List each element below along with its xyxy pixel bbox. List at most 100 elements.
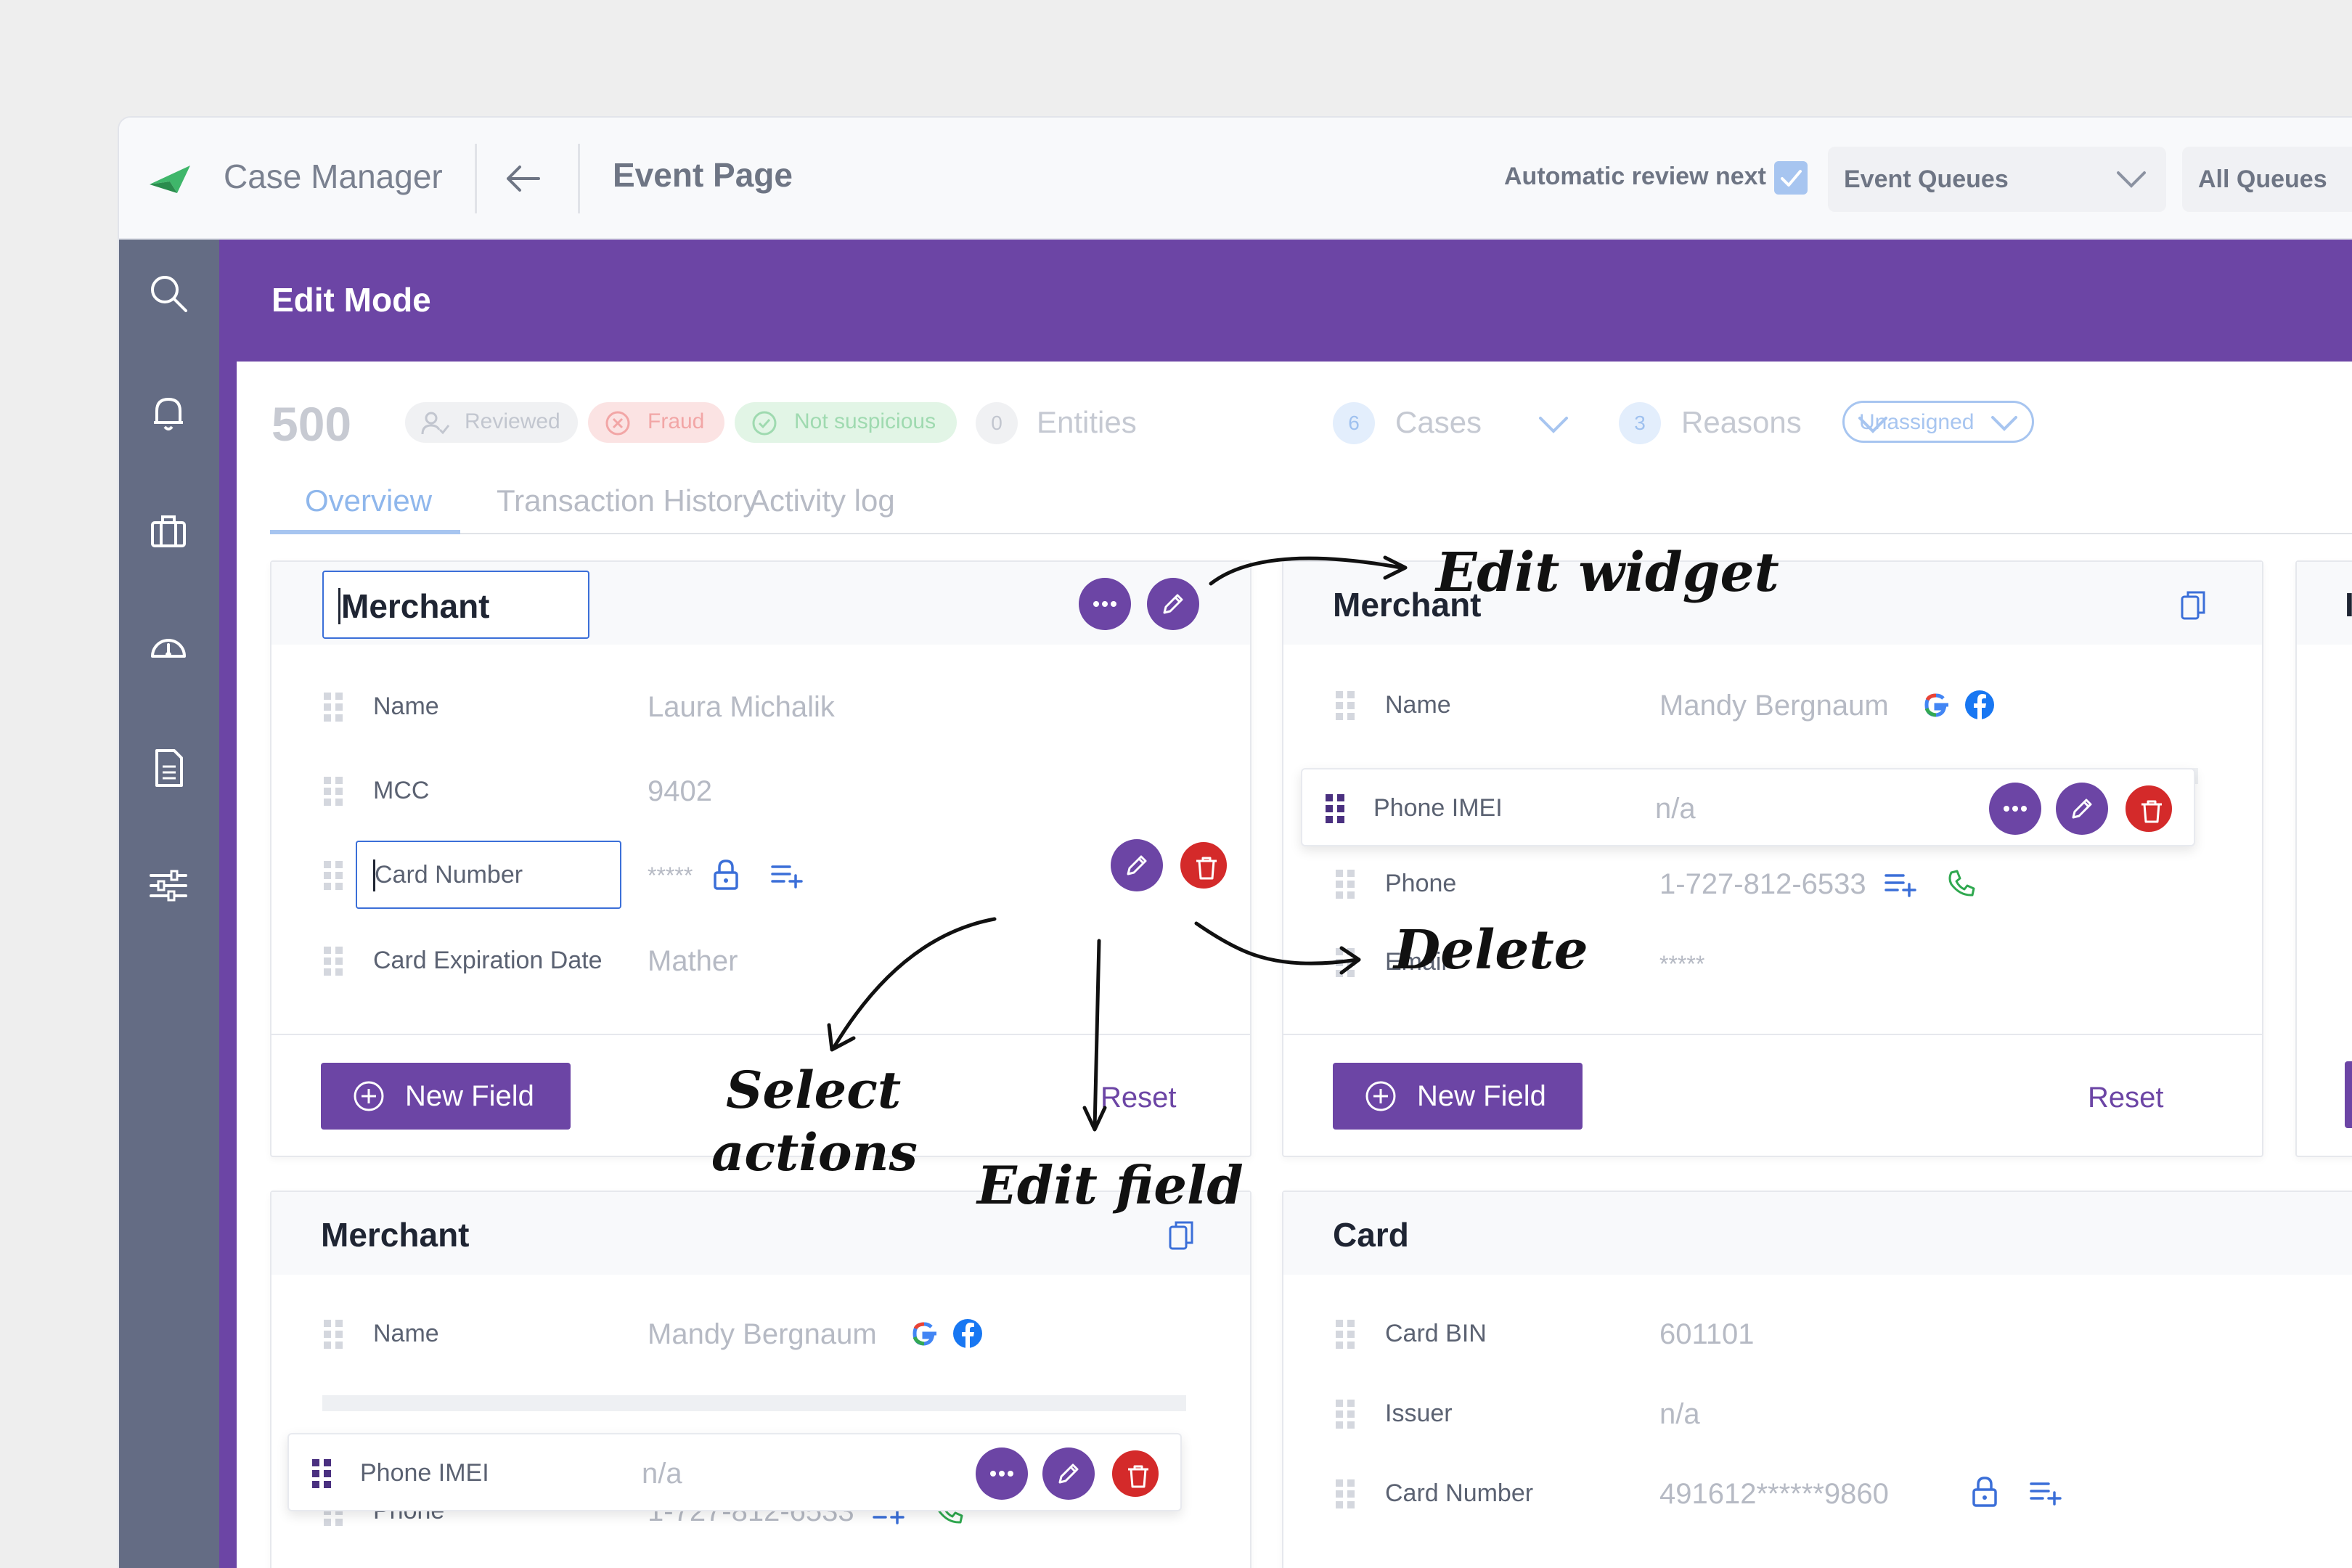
tab-activity-log[interactable]: Activity log	[749, 483, 895, 518]
field-row[interactable]: Card Expiration Date Mather	[322, 939, 1193, 983]
field-value: 491612******9860	[1659, 1478, 1889, 1510]
check-circle-icon	[752, 411, 777, 436]
add-to-list-icon[interactable]	[1885, 873, 1916, 897]
status-reviewed[interactable]: Reviewed	[405, 402, 578, 443]
edit-field-button[interactable]	[1042, 1447, 1095, 1500]
lock-icon[interactable]	[711, 858, 740, 891]
delete-field-button[interactable]	[1177, 839, 1230, 891]
pencil-icon	[1127, 855, 1147, 875]
reset-button[interactable]: Reset	[1101, 1082, 1177, 1114]
divider	[578, 144, 580, 213]
field-row[interactable]: Card BIN 601101	[1334, 1312, 2205, 1356]
cases-chevron-down-icon[interactable]	[1538, 414, 1569, 436]
field-row[interactable]: Name Mandy Bergnaum	[322, 1312, 1193, 1356]
top-bar: Case Manager Event Page Automatic review…	[119, 118, 2352, 240]
drag-handle-icon[interactable]	[322, 691, 344, 723]
cases-label[interactable]: Cases	[1395, 405, 1482, 439]
field-row-editing[interactable]: Card Number *****	[322, 839, 1336, 909]
facebook-icon[interactable]	[1964, 690, 1995, 720]
field-label: Email	[1385, 948, 1447, 976]
new-field-button[interactable]	[2345, 1061, 2352, 1128]
status-fraud[interactable]: Fraud	[588, 402, 724, 443]
field-row[interactable]: Name Laura Michalik	[322, 685, 1193, 729]
auto-review-checkbox[interactable]	[1774, 161, 1808, 195]
dashboard-icon[interactable]	[147, 627, 190, 671]
status-not-suspicious[interactable]: Not suspicious	[735, 402, 957, 443]
pencil-icon	[2072, 799, 2092, 819]
drag-handle-icon[interactable]	[322, 859, 344, 891]
annotation-edit-widget: Edit widget	[1436, 542, 1779, 604]
assignee-dropdown[interactable]: Unassigned	[1842, 401, 2034, 443]
add-to-list-icon[interactable]	[771, 864, 803, 889]
drag-handle-icon[interactable]	[311, 1458, 332, 1490]
new-field-button[interactable]: New Field	[321, 1063, 571, 1130]
field-more-actions-button[interactable]	[976, 1447, 1028, 1500]
reset-button[interactable]: Reset	[2088, 1082, 2164, 1114]
sliders-icon[interactable]	[147, 864, 190, 907]
drag-handle-icon[interactable]	[1334, 690, 1356, 722]
reasons-label[interactable]: Reasons	[1681, 405, 1802, 439]
drag-handle-icon[interactable]	[1334, 1478, 1356, 1510]
lock-icon[interactable]	[1970, 1475, 1999, 1508]
copy-icon[interactable]	[1167, 1220, 1196, 1251]
drag-handle-icon[interactable]	[1334, 1318, 1356, 1350]
copy-icon[interactable]	[2179, 589, 2208, 621]
widget-header: Merchant	[1283, 562, 2262, 645]
dragged-field-row[interactable]: Phone IMEI n/a	[287, 1433, 1182, 1511]
text-cursor	[373, 859, 375, 891]
drag-handle-icon[interactable]	[1324, 793, 1346, 825]
edit-field-button[interactable]	[2056, 783, 2108, 835]
entities-label[interactable]: Entities	[1037, 405, 1137, 439]
widget-more-actions-button[interactable]	[1079, 578, 1131, 630]
delete-field-button[interactable]	[1109, 1447, 1161, 1500]
drag-handle-icon[interactable]	[322, 775, 344, 807]
field-row[interactable]: Phone 1-727-812-6533	[1334, 862, 2205, 906]
status-not-suspicious-label: Not suspicious	[794, 409, 936, 433]
drag-handle-icon[interactable]	[322, 1318, 344, 1350]
field-row[interactable]: Name Mandy Bergnaum	[1334, 684, 2205, 727]
case-number: 500	[271, 397, 352, 451]
drag-handle-icon[interactable]	[1334, 868, 1356, 900]
edit-field-button[interactable]	[1111, 839, 1163, 891]
field-row[interactable]: Email *****	[1334, 941, 2205, 984]
google-icon[interactable]	[1921, 690, 1951, 720]
facebook-icon[interactable]	[952, 1318, 983, 1349]
document-icon[interactable]	[147, 746, 190, 790]
back-arrow-icon[interactable]	[502, 161, 543, 196]
add-to-list-icon[interactable]	[2030, 1481, 2062, 1506]
new-field-button[interactable]: New Field	[1333, 1063, 1583, 1130]
field-more-actions-button[interactable]	[1989, 783, 2041, 835]
bell-icon[interactable]	[147, 391, 190, 434]
field-row[interactable]: MCC 9402	[322, 769, 1193, 813]
main-area: Edit Mode 500 Reviewed Fraud	[219, 240, 2352, 1568]
new-field-label: New Field	[1417, 1080, 1546, 1112]
briefcase-icon[interactable]	[147, 510, 190, 553]
tab-transaction-history[interactable]: Transaction History	[497, 483, 759, 518]
reasons-chevron-down-icon[interactable]	[1857, 414, 1889, 436]
field-label: Name	[373, 1320, 439, 1347]
delete-field-button[interactable]	[2123, 783, 2175, 835]
drag-handle-icon[interactable]	[1334, 1398, 1356, 1430]
status-reviewed-label: Reviewed	[465, 409, 560, 433]
field-row[interactable]: Card Number 491612******9860	[1334, 1472, 2205, 1516]
assignee-label: Unassigned	[1859, 410, 1975, 434]
field-label-input[interactable]: Card Number	[356, 841, 621, 909]
more-dots-icon	[2004, 806, 2027, 812]
all-queues-dropdown[interactable]: All Queues	[2182, 147, 2352, 212]
phone-icon[interactable]	[1945, 868, 1976, 899]
tab-divider	[270, 533, 2352, 534]
google-icon[interactable]	[909, 1318, 939, 1349]
event-queues-dropdown[interactable]: Event Queues	[1828, 147, 2166, 212]
dragged-field-row[interactable]: Phone IMEI n/a	[1301, 768, 2195, 846]
text-cursor	[338, 588, 340, 624]
field-row[interactable]: Issuer n/a	[1334, 1392, 2205, 1436]
search-icon[interactable]	[147, 271, 190, 315]
widget-title: Card	[1333, 1216, 1409, 1254]
drag-handle-icon[interactable]	[1334, 947, 1356, 979]
drag-handle-icon[interactable]	[322, 945, 344, 977]
edit-widget-button[interactable]	[1147, 578, 1199, 630]
annotation-edit-field: Edit field	[977, 1154, 1244, 1216]
chevron-down-icon	[1991, 416, 2017, 431]
tab-overview[interactable]: Overview	[305, 483, 433, 518]
widget-title-input[interactable]: Merchant	[322, 571, 589, 639]
